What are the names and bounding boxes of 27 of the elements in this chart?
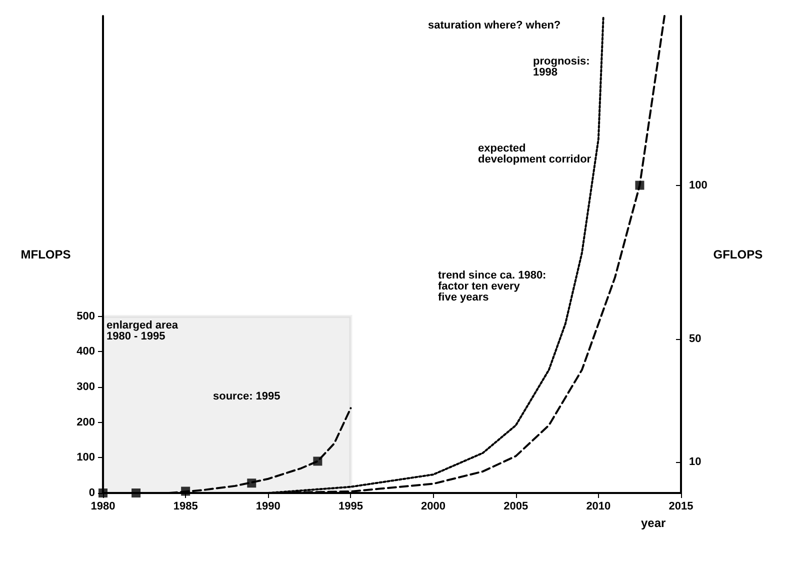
- x-tick-label: 1980: [90, 500, 116, 512]
- y-tick-label: 300: [76, 381, 95, 393]
- y2-axis-title: GFLOPS: [713, 248, 763, 262]
- x-tick-label: 2005: [504, 500, 528, 512]
- annotation: prognosis: 1998: [533, 56, 590, 78]
- y2-tick-label: 100: [689, 179, 708, 192]
- x-axis-title: year: [641, 516, 666, 530]
- x-tick-label: 1990: [256, 500, 280, 512]
- y-tick-label: 400: [76, 346, 95, 358]
- annotation: expected development corridor: [478, 142, 592, 166]
- x-tick-label: 1995: [338, 500, 363, 512]
- annotation: saturation where? when?: [428, 20, 561, 32]
- y-tick-label: 0: [88, 487, 95, 499]
- y-tick-label: 100: [76, 452, 95, 464]
- y-tick-label: 200: [76, 416, 95, 428]
- annotation: source: 1995: [213, 390, 280, 402]
- band-label: enlarged area 1980 - 1995: [106, 319, 179, 342]
- y-axis-title: MFLOPS: [20, 248, 71, 262]
- y2-tick-label: 50: [689, 333, 702, 346]
- y2-tick-label: 10: [689, 456, 702, 468]
- x-tick-label: 2000: [421, 500, 446, 512]
- x-tick-label: 2010: [586, 500, 611, 512]
- x-tick-label: 2015: [668, 500, 694, 512]
- point: [132, 488, 141, 498]
- y-tick-label: 500: [76, 310, 95, 322]
- x-tick-label: 1985: [173, 500, 198, 512]
- annotation: trend since ca. 1980: factor ten every five years: [438, 270, 546, 304]
